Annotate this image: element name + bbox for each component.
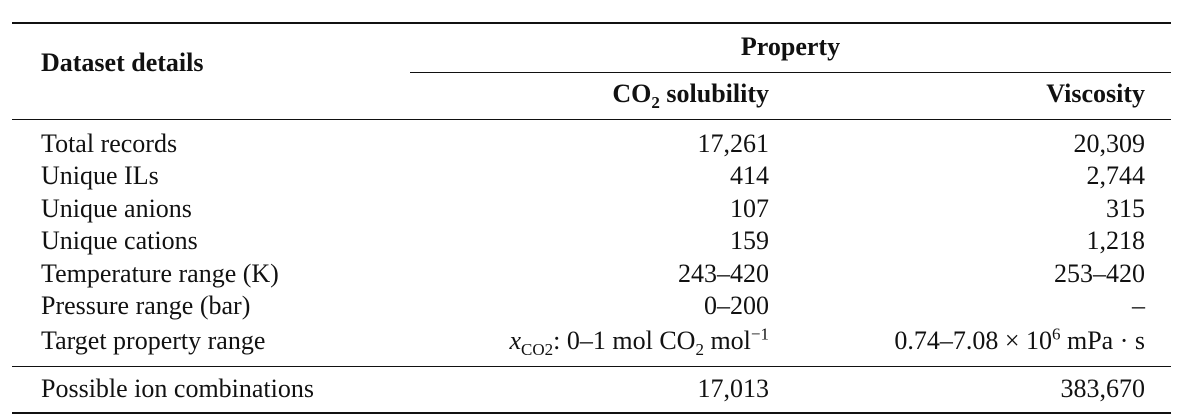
row-co2-value: 107 (730, 194, 769, 223)
target-row-label: Target property range (41, 326, 266, 355)
bottom-rule (12, 412, 1171, 414)
footer-row-viscosity-value: 383,670 (1060, 374, 1146, 403)
row-viscosity-value: 253–420 (1054, 259, 1145, 288)
row-label: Total records (41, 129, 178, 158)
row-co2-value: 159 (730, 226, 769, 255)
row-co2-value: 414 (730, 161, 769, 190)
header-co2-solubility: CO2 solubility (612, 79, 769, 113)
row-label: Unique cations (41, 226, 198, 255)
row-viscosity-value: 20,309 (1073, 129, 1146, 158)
target-row-viscosity-range: 0.74–7.08 × 106 mPa · s (894, 324, 1145, 355)
footer-row-co2-value: 17,013 (697, 374, 770, 403)
footer-row-label: Possible ion combinations (41, 374, 314, 403)
row-viscosity-value: – (1132, 291, 1145, 320)
header-property: Property (740, 32, 841, 61)
row-label: Temperature range (K) (41, 259, 279, 288)
header-viscosity: Viscosity (1046, 79, 1145, 108)
top-rule (12, 22, 1171, 24)
row-label: Unique anions (41, 194, 192, 223)
row-viscosity-value: 315 (1106, 194, 1145, 223)
row-co2-value: 17,261 (697, 129, 770, 158)
row-co2-value: 0–200 (704, 291, 769, 320)
row-viscosity-value: 2,744 (1086, 161, 1146, 190)
property-cmidrule (410, 72, 1171, 73)
target-row-co2-range: xCO2: 0–1 mol CO2 mol−1 (509, 324, 769, 360)
row-label: Pressure range (bar) (41, 291, 251, 320)
header-dataset-details: Dataset details (41, 48, 204, 77)
row-viscosity-value: 1,218 (1086, 226, 1146, 255)
footer-rule (12, 366, 1171, 367)
row-label: Unique ILs (41, 161, 159, 190)
row-co2-value: 243–420 (678, 259, 769, 288)
header-rule (12, 119, 1171, 120)
